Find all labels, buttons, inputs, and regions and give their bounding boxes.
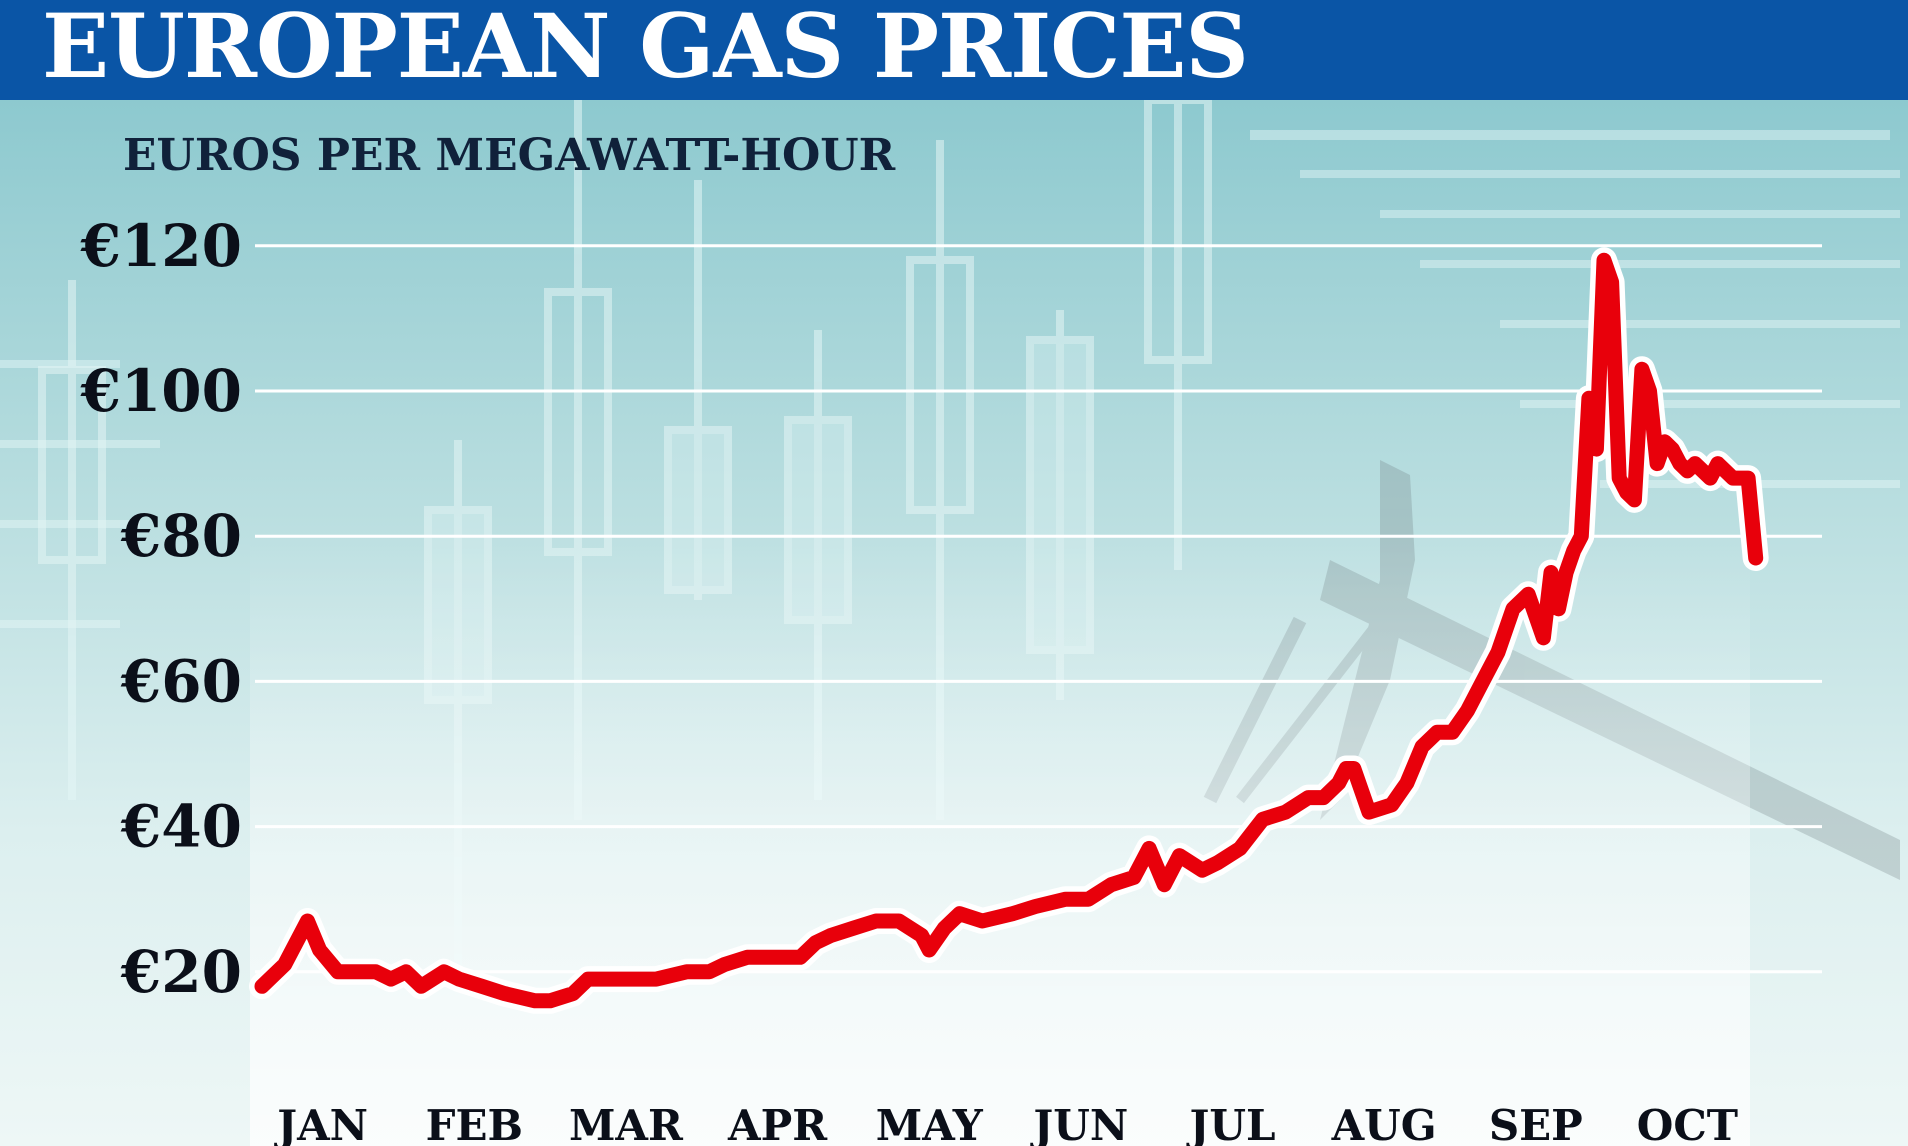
chart-area: EUROS PER MEGAWATT-HOUR €20 €40 €60 €80 €100… xyxy=(0,100,1908,1146)
gridlines xyxy=(255,244,1822,974)
y-axis-unit-label: EUROS PER MEGAWATT-HOUR xyxy=(123,130,896,181)
title-bar: EUROPEAN GAS PRICES xyxy=(0,0,1908,100)
x-tick-label: JUN xyxy=(1029,1101,1128,1146)
series-line xyxy=(254,252,1764,1009)
y-tick-label: €80 xyxy=(120,502,242,570)
x-tick-label: MAY xyxy=(876,1101,984,1146)
line-chart: EUROS PER MEGAWATT-HOUR €20 €40 €60 €80 €100… xyxy=(0,100,1900,1146)
x-tick-label: APR xyxy=(727,1101,828,1146)
y-tick-label: €20 xyxy=(120,938,242,1006)
x-tick-label: OCT xyxy=(1637,1101,1738,1146)
y-tick-label: €120 xyxy=(80,212,242,280)
y-tick-label: €100 xyxy=(80,357,242,425)
y-tick-label: €40 xyxy=(120,793,242,861)
x-tick-label: JUL xyxy=(1185,1101,1275,1146)
x-tick-label: MAR xyxy=(569,1101,684,1146)
x-tick-label: JAN xyxy=(273,1101,368,1146)
x-tick-label: FEB xyxy=(426,1101,523,1146)
y-axis-ticks: €20 €40 €60 €80 €100 €120 xyxy=(80,212,242,1006)
chart-title: EUROPEAN GAS PRICES xyxy=(42,0,1249,98)
x-tick-label: SEP xyxy=(1489,1101,1583,1146)
x-tick-label: AUG xyxy=(1331,1101,1437,1146)
price-series xyxy=(249,247,1769,1014)
y-tick-label: €60 xyxy=(120,647,242,715)
x-axis-ticks: JAN FEB MAR APR MAY JUN JUL AUG SEP OCT xyxy=(273,1101,1738,1146)
